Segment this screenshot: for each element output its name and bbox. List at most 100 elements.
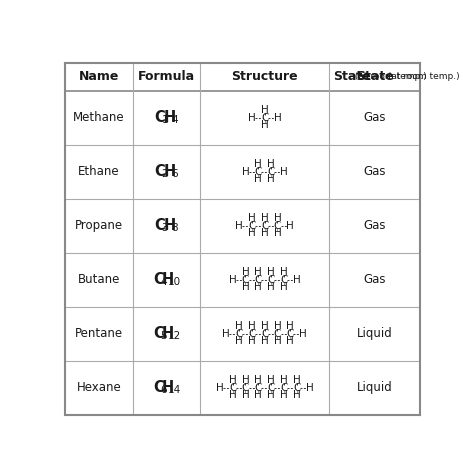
Text: H: H xyxy=(286,321,294,331)
Text: H: H xyxy=(248,321,255,331)
Text: H: H xyxy=(261,120,268,131)
Text: Propane: Propane xyxy=(75,219,123,232)
Text: H: H xyxy=(306,383,313,393)
Text: H: H xyxy=(162,272,174,287)
Text: H: H xyxy=(162,380,174,395)
Text: C: C xyxy=(255,275,262,285)
Text: H: H xyxy=(162,326,174,341)
Text: 2: 2 xyxy=(161,169,168,179)
Text: H: H xyxy=(273,113,281,123)
Text: C: C xyxy=(273,329,281,339)
Text: C: C xyxy=(236,329,243,339)
Text: H: H xyxy=(255,159,262,169)
Text: Methane: Methane xyxy=(73,111,125,124)
Text: (at room temp.): (at room temp.) xyxy=(385,72,459,81)
Text: (at room temp.): (at room temp.) xyxy=(352,72,427,81)
Text: State: State xyxy=(356,70,393,83)
Text: C: C xyxy=(255,383,262,393)
Text: 10: 10 xyxy=(168,278,181,288)
Text: H: H xyxy=(261,105,268,115)
Text: C: C xyxy=(280,275,288,285)
Text: C: C xyxy=(153,380,164,395)
Text: Gas: Gas xyxy=(364,273,386,286)
Text: H: H xyxy=(255,267,262,277)
Text: C: C xyxy=(153,326,164,341)
Text: H: H xyxy=(286,221,294,231)
Text: Hexane: Hexane xyxy=(77,381,121,394)
Text: Formula: Formula xyxy=(138,70,195,83)
Text: H: H xyxy=(242,166,249,177)
Text: H: H xyxy=(255,282,262,292)
Text: H: H xyxy=(261,321,268,331)
Text: H: H xyxy=(164,164,176,179)
Text: 4: 4 xyxy=(160,278,166,288)
Text: C: C xyxy=(255,166,262,177)
Text: C: C xyxy=(155,164,165,179)
Text: H: H xyxy=(229,275,237,285)
Text: 6: 6 xyxy=(160,385,166,395)
Text: H: H xyxy=(255,175,262,184)
Text: H: H xyxy=(273,336,281,346)
Text: State: State xyxy=(333,70,371,83)
Text: H: H xyxy=(267,267,275,277)
Text: C: C xyxy=(267,166,275,177)
Text: H: H xyxy=(267,159,275,169)
Text: C: C xyxy=(155,218,165,233)
Text: Ethane: Ethane xyxy=(78,165,120,178)
Text: H: H xyxy=(235,221,243,231)
Text: C: C xyxy=(155,110,165,125)
Text: Structure: Structure xyxy=(231,70,298,83)
Text: 1: 1 xyxy=(161,115,168,125)
Text: Gas: Gas xyxy=(364,165,386,178)
Text: H: H xyxy=(280,282,288,292)
Text: H: H xyxy=(164,218,176,233)
Text: 14: 14 xyxy=(168,385,181,395)
Text: 12: 12 xyxy=(168,332,181,342)
Text: H: H xyxy=(267,175,275,184)
Text: Liquid: Liquid xyxy=(357,327,392,340)
Text: H: H xyxy=(280,166,288,177)
Text: H: H xyxy=(273,321,281,331)
Text: 3: 3 xyxy=(161,223,168,233)
Text: H: H xyxy=(229,375,237,385)
Text: C: C xyxy=(280,383,288,393)
Text: H: H xyxy=(267,391,275,401)
Text: Butane: Butane xyxy=(78,273,120,286)
Text: C: C xyxy=(242,383,249,393)
Text: Gas: Gas xyxy=(364,111,386,124)
Text: Gas: Gas xyxy=(364,219,386,232)
Text: H: H xyxy=(248,113,255,123)
Text: H: H xyxy=(248,228,255,238)
Text: H: H xyxy=(299,329,307,339)
Text: H: H xyxy=(286,336,294,346)
Text: H: H xyxy=(261,228,268,238)
Text: C: C xyxy=(286,329,294,339)
Text: H: H xyxy=(293,375,301,385)
Text: H: H xyxy=(255,391,262,401)
Text: H: H xyxy=(293,391,301,401)
Text: C: C xyxy=(267,275,275,285)
Text: H: H xyxy=(222,329,230,339)
Text: H: H xyxy=(280,375,288,385)
Text: C: C xyxy=(229,383,237,393)
Text: C: C xyxy=(248,329,255,339)
Text: 8: 8 xyxy=(171,223,178,233)
Text: C: C xyxy=(293,383,301,393)
Text: C: C xyxy=(261,329,268,339)
Text: H: H xyxy=(273,228,281,238)
Text: H: H xyxy=(242,282,249,292)
Text: H: H xyxy=(261,336,268,346)
Text: H: H xyxy=(242,267,249,277)
Text: H: H xyxy=(248,213,255,223)
Text: H: H xyxy=(255,375,262,385)
Text: H: H xyxy=(242,391,249,401)
Text: H: H xyxy=(267,375,275,385)
Text: C: C xyxy=(261,113,268,123)
Text: H: H xyxy=(280,267,288,277)
Text: 4: 4 xyxy=(171,115,178,125)
Text: H: H xyxy=(242,375,249,385)
Text: H: H xyxy=(235,336,243,346)
Text: Pentane: Pentane xyxy=(75,327,123,340)
Text: 6: 6 xyxy=(171,169,178,179)
Text: Name: Name xyxy=(79,70,119,83)
